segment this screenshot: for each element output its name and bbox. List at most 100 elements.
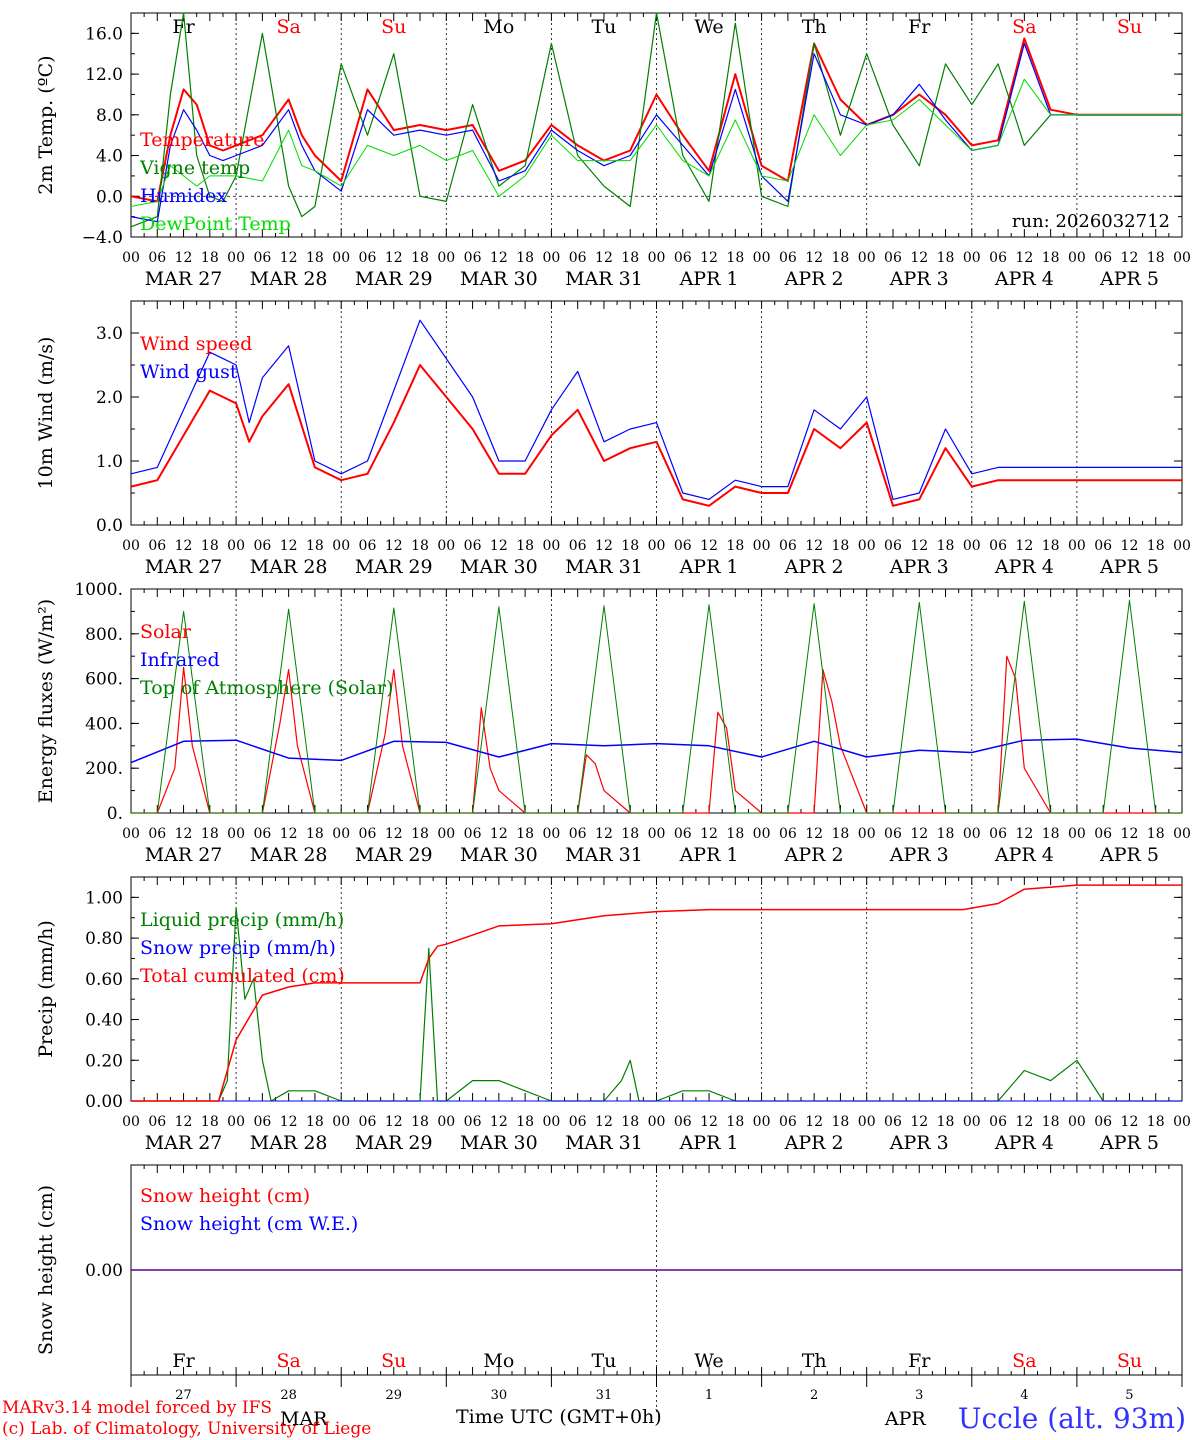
y-tick-label: 0.20 xyxy=(85,1051,123,1071)
hour-label: 06 xyxy=(674,826,692,842)
date-label: MAR 28 xyxy=(250,1132,328,1154)
y-tick-label: 0.00 xyxy=(85,1261,123,1281)
y-tick-label: 800. xyxy=(85,625,123,645)
hour-label: 18 xyxy=(726,1114,744,1130)
hour-label: 12 xyxy=(910,250,928,266)
hour-label: 12 xyxy=(490,250,508,266)
hour-label: 06 xyxy=(464,826,482,842)
weekday-label: Mo xyxy=(483,1350,514,1372)
hour-label: 06 xyxy=(884,538,902,554)
hour-label: 00 xyxy=(1068,826,1086,842)
y-tick-label: 0.00 xyxy=(85,1092,123,1112)
y-tick-label: 4.0 xyxy=(96,147,123,167)
hour-label: 00 xyxy=(1173,1114,1191,1130)
hour-label: 00 xyxy=(227,250,245,266)
hour-label: 00 xyxy=(437,538,455,554)
hour-label: 00 xyxy=(227,826,245,842)
hour-label: 06 xyxy=(253,1114,271,1130)
date-label: MAR 29 xyxy=(355,268,433,290)
weekday-label: Fr xyxy=(172,1350,195,1372)
date-label: MAR 31 xyxy=(565,844,643,866)
footer-copyright: (c) Lab. of Climatology, University of L… xyxy=(2,1419,372,1439)
date-label: MAR 28 xyxy=(250,268,328,290)
series-line xyxy=(130,78,1182,207)
date-label: APR 1 xyxy=(679,556,739,578)
y-tick-label: 600. xyxy=(85,670,123,690)
station-label: Uccle (alt. 93m) xyxy=(957,1402,1186,1435)
date-label: MAR 27 xyxy=(145,844,223,866)
hour-label: 00 xyxy=(963,826,981,842)
hour-label: 06 xyxy=(569,1114,587,1130)
date-label: APR 3 xyxy=(889,268,949,290)
hour-label: 00 xyxy=(648,538,666,554)
hour-label: 00 xyxy=(542,1114,560,1130)
weekday-label: Su xyxy=(381,16,406,38)
panel-4: 0.00 0.20 0.40 0.60 0.80 1.00 Precip (mm/h) 00 0… xyxy=(35,876,1191,1154)
run-annotation: run: 2026032712 xyxy=(1012,211,1170,232)
hour-label: 18 xyxy=(306,826,324,842)
legend-entry: Humidex xyxy=(140,185,227,207)
legend-entry: Temperature xyxy=(140,129,264,151)
hour-label: 00 xyxy=(332,1114,350,1130)
hour-label: 18 xyxy=(937,250,955,266)
date-label: APR 2 xyxy=(784,844,844,866)
date-label: MAR 30 xyxy=(460,1132,538,1154)
hour-label: 00 xyxy=(332,826,350,842)
day-number: 27 xyxy=(175,1388,192,1403)
hour-label: 12 xyxy=(490,826,508,842)
legend-entry: Total cumulated (cm) xyxy=(140,965,345,987)
hour-label: 06 xyxy=(884,826,902,842)
hour-label: 18 xyxy=(1042,250,1060,266)
date-label: MAR 31 xyxy=(565,1132,643,1154)
date-label: APR 3 xyxy=(889,1132,949,1154)
legend-entry: Liquid precip (mm/h) xyxy=(140,909,344,931)
hour-label: 00 xyxy=(753,250,771,266)
hour-label: 00 xyxy=(858,538,876,554)
bottom-axis: Fr Sa Su Mo Tu We Th Fr Sa Su 27 28 29 30 31 1 2 3 4 5 MAR AP… xyxy=(130,1350,1183,1430)
hour-label: 06 xyxy=(569,538,587,554)
weekday-label: Sa xyxy=(276,1350,300,1372)
y-tick-label: 0.0 xyxy=(96,187,123,207)
hour-label: 18 xyxy=(306,1114,324,1130)
y-tick-label: 1.00 xyxy=(85,888,123,908)
legend-entry: Top of Atmosphere (Solar) xyxy=(140,677,393,699)
hour-label: 12 xyxy=(175,1114,193,1130)
legend-entry: Snow precip (mm/h) xyxy=(140,937,336,959)
hour-label: 12 xyxy=(595,1114,613,1130)
hour-label: 18 xyxy=(726,250,744,266)
date-label: APR 3 xyxy=(889,844,949,866)
date-label: APR 4 xyxy=(994,556,1054,578)
hour-label: 00 xyxy=(1173,826,1191,842)
day-number: 31 xyxy=(596,1388,613,1403)
y-axis-label: 10m Wind (m/s) xyxy=(35,337,57,490)
weekday-label: Th xyxy=(802,16,827,38)
hour-label: 06 xyxy=(464,1114,482,1130)
hour-label: 12 xyxy=(805,1114,823,1130)
weekday-label: Mo xyxy=(483,16,514,38)
hour-label: 06 xyxy=(253,826,271,842)
hour-label: 06 xyxy=(1094,250,1112,266)
legend-entry: Infrared xyxy=(140,649,220,671)
hour-label: 18 xyxy=(1147,826,1165,842)
hour-label: 00 xyxy=(1173,250,1191,266)
hour-label: 00 xyxy=(122,250,140,266)
weekday-label: Su xyxy=(1117,16,1142,38)
day-number: 1 xyxy=(705,1388,713,1403)
legend-entry: Snow height (cm W.E.) xyxy=(140,1213,358,1235)
hour-label: 18 xyxy=(832,826,850,842)
hour-label: 00 xyxy=(753,1114,771,1130)
hour-label: 12 xyxy=(910,538,928,554)
day-number: 5 xyxy=(1125,1388,1133,1403)
weekday-label: Su xyxy=(381,1350,406,1372)
legend-entry: DewPoint Temp xyxy=(140,213,291,235)
hour-label: 12 xyxy=(700,1114,718,1130)
hour-label: 18 xyxy=(201,250,219,266)
hour-label: 06 xyxy=(148,826,166,842)
hour-label: 06 xyxy=(253,250,271,266)
hour-label: 00 xyxy=(963,538,981,554)
hour-label: 00 xyxy=(227,1114,245,1130)
hour-label: 06 xyxy=(253,538,271,554)
hour-label: 18 xyxy=(937,826,955,842)
hour-label: 06 xyxy=(884,250,902,266)
hour-label: 12 xyxy=(910,1114,928,1130)
